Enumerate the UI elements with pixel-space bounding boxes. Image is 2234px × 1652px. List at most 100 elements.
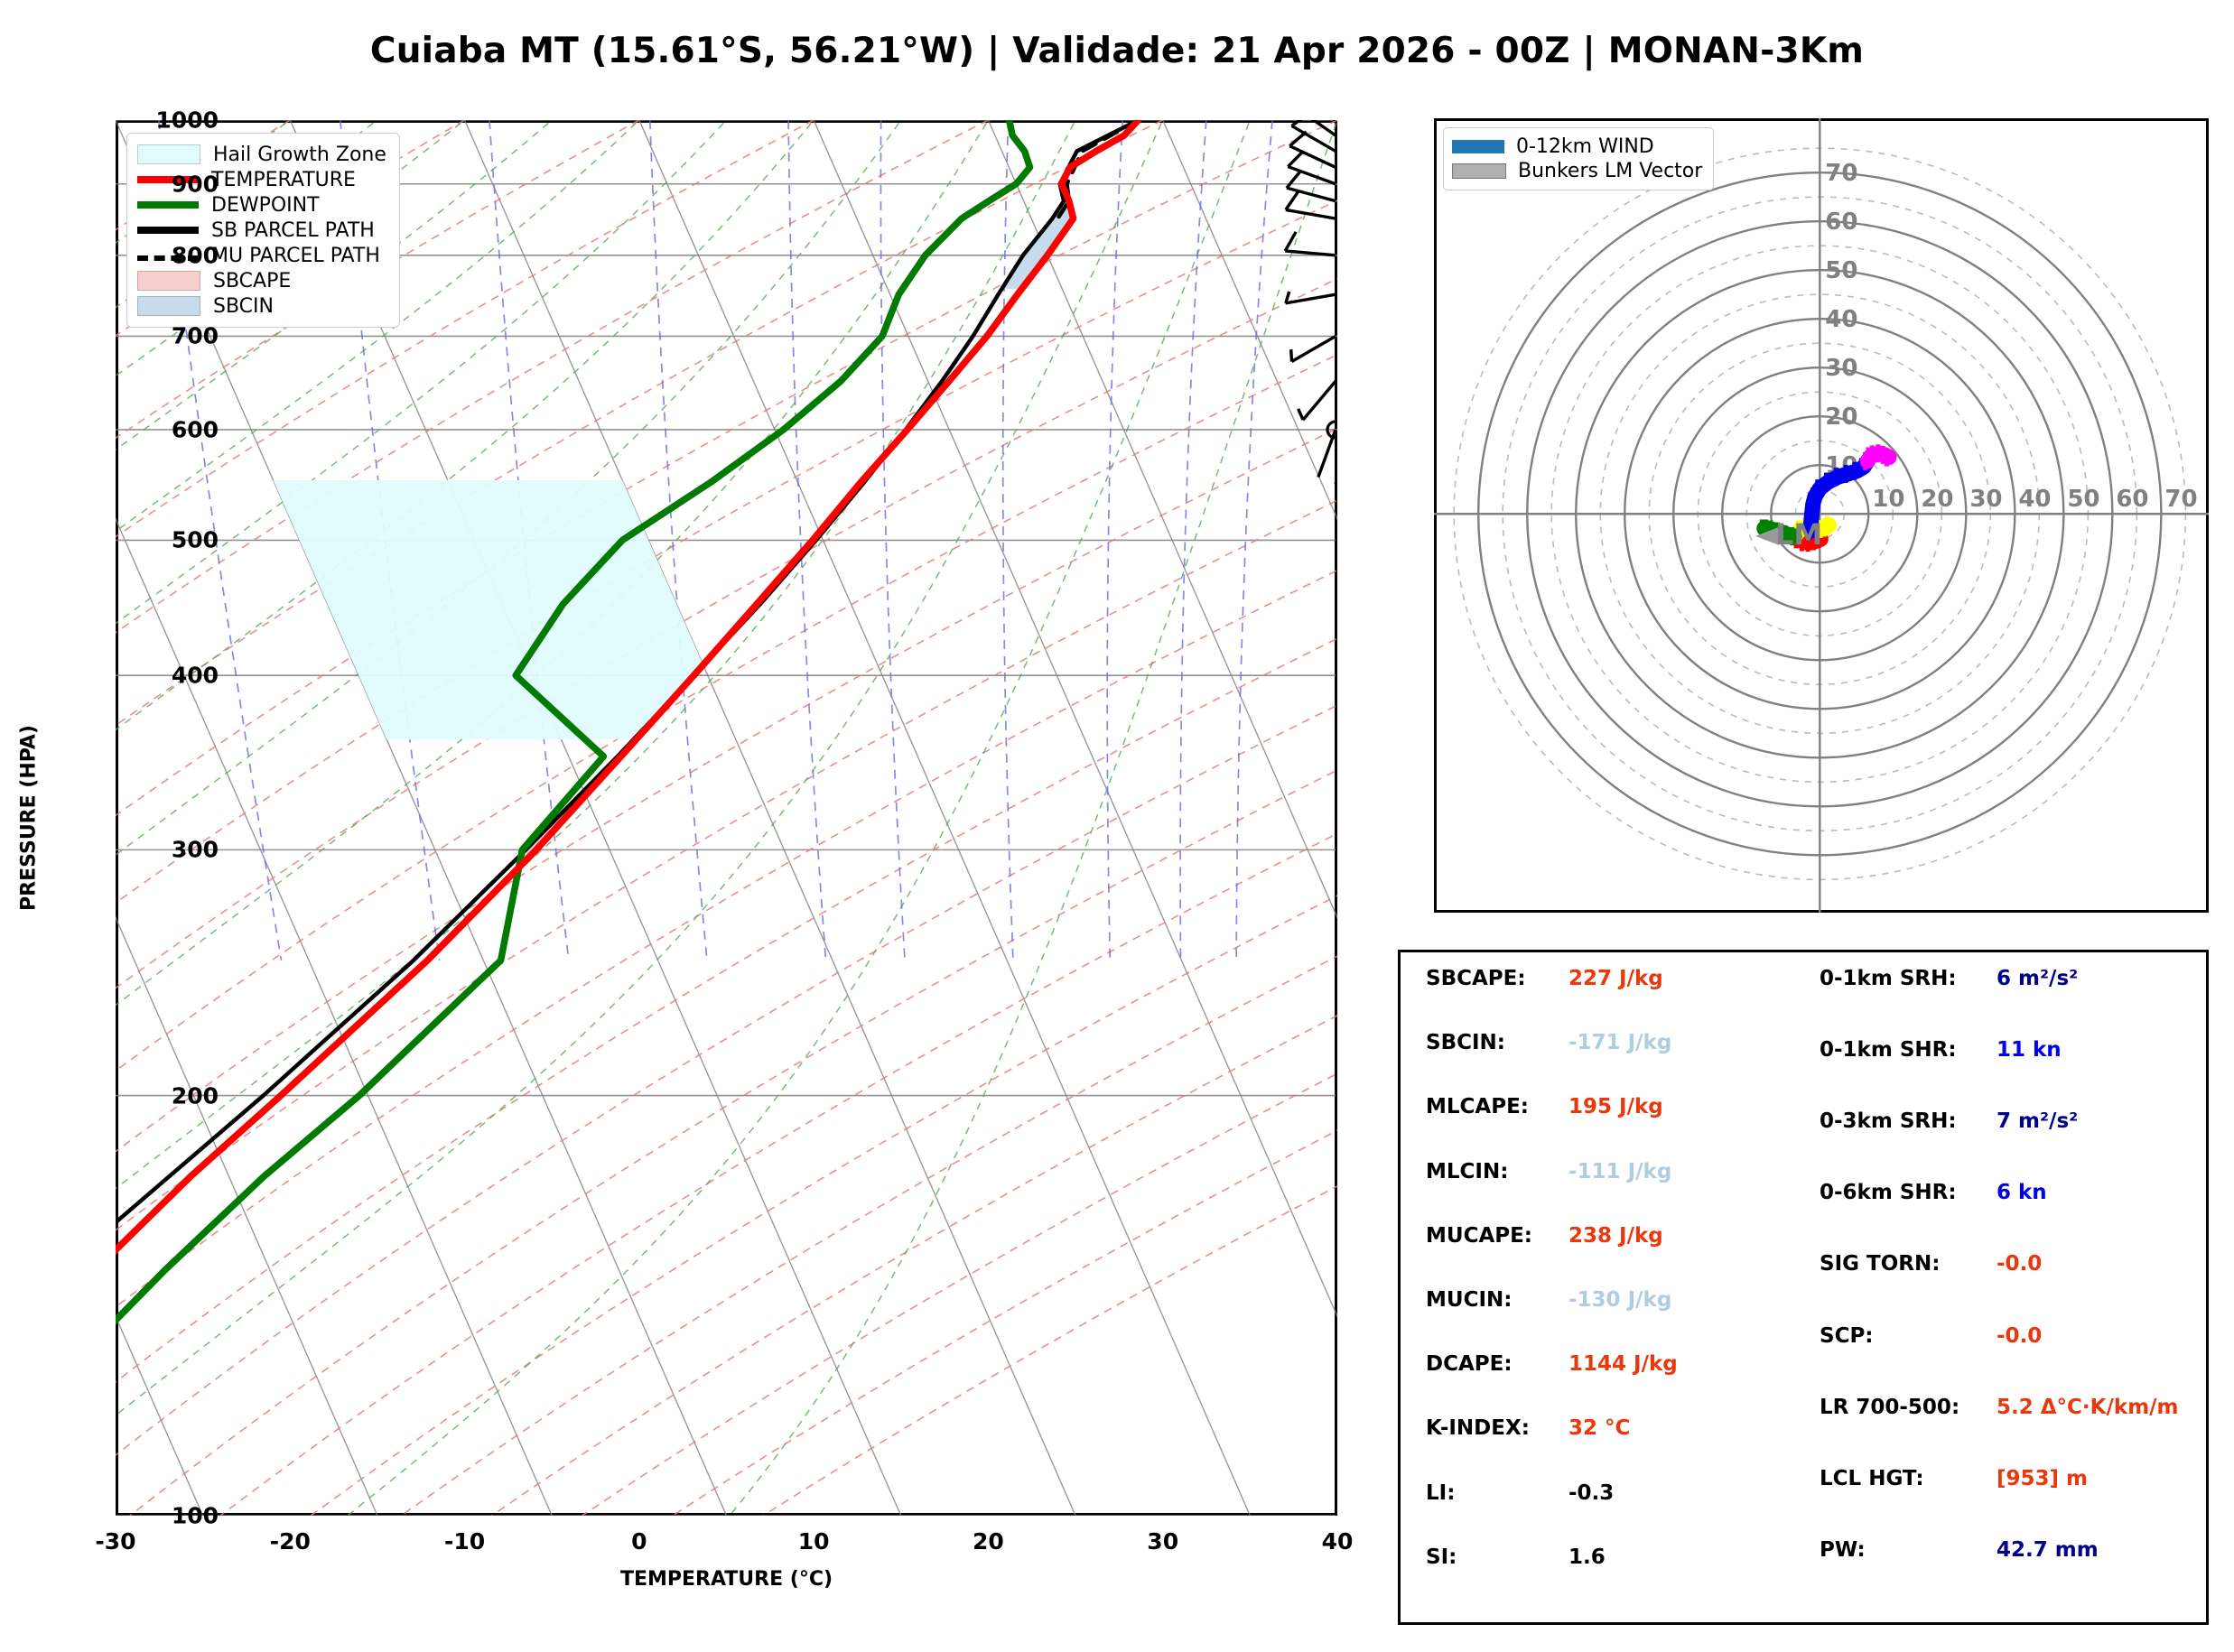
parameter-label: LCL HGT: (1820, 1466, 1924, 1490)
svg-text:70: 70 (2164, 486, 2197, 513)
legend-label: Bunkers LM Vector (1518, 160, 1703, 182)
parameter-value: 7 m²/s² (1997, 1109, 2079, 1134)
temperature-tick-label: -10 (443, 1528, 486, 1555)
legend-swatch (137, 227, 199, 234)
parameter-value: 32 °C (1568, 1416, 1631, 1441)
yaxis-title: PRESSURE (HPA) (17, 725, 41, 911)
storm-motion-label: LM (1775, 517, 1822, 552)
legend-swatch (137, 144, 200, 164)
parameter-row: SBCIN: -171 J/kg (1401, 1031, 1803, 1095)
hodograph-plot-frame (1434, 118, 2209, 913)
pressure-tick-label: 600 (171, 416, 219, 443)
parameter-row: SIG TORN: -0.0 (1803, 1252, 2206, 1323)
pressure-tick-label: 100 (171, 1502, 219, 1529)
parameter-label: 0-1km SHR: (1820, 1038, 1957, 1063)
svg-text:30: 30 (1969, 486, 2002, 513)
legend-swatch (137, 176, 199, 183)
temperature-tick-label: 20 (973, 1528, 1004, 1555)
svg-text:40: 40 (2018, 486, 2051, 513)
parameter-value: 6 kn (1997, 1181, 2047, 1205)
parameter-row: K-INDEX: 32 °C (1401, 1416, 1803, 1480)
svg-text:30: 30 (1825, 355, 1857, 382)
parameter-value: 42.7 mm (1997, 1537, 2099, 1562)
svg-text:20: 20 (1921, 486, 1953, 513)
parameter-row: MLCIN: -111 J/kg (1401, 1160, 1803, 1224)
legend-item: SBCIN (137, 293, 386, 319)
parameter-label: SBCIN: (1426, 1031, 1505, 1055)
parameter-row: 0-1km SRH: 6 m²/s² (1803, 967, 2206, 1038)
svg-text:50: 50 (1825, 257, 1857, 284)
parameter-label: MLCIN: (1426, 1159, 1509, 1183)
parameter-row: LI: -0.3 (1401, 1481, 1803, 1545)
skewt-diagram (116, 120, 1337, 1516)
legend-swatch (1452, 163, 1506, 179)
hodograph-panel: 10 20 30 40 50 60 70 10 20 30 40 50 60 70 LM 0-12km WI… (1434, 118, 2209, 913)
legend-label: SBCAPE (213, 269, 292, 292)
temperature-tick-label: 30 (1147, 1528, 1179, 1555)
legend-label: Hail Growth Zone (213, 143, 386, 166)
parameter-value: [953] m (1997, 1466, 2089, 1490)
parameter-label: 0-3km SRH: (1820, 1109, 1957, 1134)
legend-label: SBCIN (213, 294, 274, 318)
parameter-label: DCAPE: (1426, 1352, 1513, 1377)
parameter-row: SI: 1.6 (1401, 1545, 1803, 1610)
svg-text:40: 40 (1825, 306, 1857, 333)
temperature-tick-label: 10 (797, 1528, 830, 1555)
parameter-label: LR 700-500: (1820, 1395, 1960, 1419)
parameter-label: K-INDEX: (1426, 1416, 1530, 1441)
legend-swatch (137, 255, 199, 261)
parameters-panel: SBCAPE: 227 J/kg SBCIN: -171 J/kg MLCAPE: 195… (1398, 950, 2209, 1625)
legend-swatch (1452, 140, 1504, 153)
parameter-row: 0-6km SHR: 6 kn (1803, 1181, 2206, 1252)
parameter-row: MLCAPE: 195 J/kg (1401, 1095, 1803, 1159)
parameter-label: SIG TORN: (1820, 1252, 1941, 1276)
parameter-label: 0-6km SHR: (1820, 1181, 1957, 1205)
legend-swatch (137, 296, 200, 316)
parameter-value: -130 J/kg (1568, 1288, 1672, 1312)
legend-item: Bunkers LM Vector (1452, 159, 1702, 183)
parameter-label: SI: (1426, 1545, 1457, 1569)
legend-item: TEMPERATURE (137, 167, 386, 192)
parameter-value: -0.0 (1997, 1252, 2043, 1276)
legend-item: SBCAPE (137, 268, 386, 293)
parameter-value: 11 kn (1997, 1038, 2062, 1063)
pressure-tick-label: 1000 (155, 107, 219, 134)
parameter-label: MUCIN: (1426, 1288, 1513, 1312)
parameter-value: 1.6 (1568, 1545, 1606, 1569)
parameter-row: MUCIN: -130 J/kg (1401, 1288, 1803, 1352)
legend-item: SB PARCEL PATH (137, 218, 386, 243)
parameter-label: SBCAPE: (1426, 966, 1526, 990)
parameter-row: MUCAPE: 238 J/kg (1401, 1224, 1803, 1288)
parameter-value: -0.0 (1997, 1323, 2043, 1348)
hodograph-legend: 0-12km WIND Bunkers LM Vector (1443, 127, 1715, 190)
legend-label: SB PARCEL PATH (211, 218, 375, 242)
parameter-label: PW: (1820, 1537, 1866, 1562)
svg-text:20: 20 (1825, 404, 1857, 431)
legend-label: DEWPOINT (211, 193, 320, 217)
parameter-value: 1144 J/kg (1568, 1352, 1678, 1377)
parameter-label: LI: (1426, 1480, 1456, 1505)
parameter-row: SCP: -0.0 (1803, 1324, 2206, 1396)
svg-text:10: 10 (1872, 486, 1904, 513)
parameter-value: 5.2 Δ°C·K/km/m (1997, 1395, 2179, 1419)
page-title: Cuiaba MT (15.61°S, 56.21°W) | Validade:… (369, 31, 1865, 71)
parameter-value: -111 J/kg (1568, 1159, 1672, 1183)
temperature-tick-label: 0 (631, 1528, 647, 1555)
parameter-value: 238 J/kg (1568, 1223, 1663, 1248)
temperature-tick-label: -20 (269, 1528, 311, 1555)
parameter-row: LCL HGT: [953] m (1803, 1467, 2206, 1538)
parameter-row: 0-1km SHR: 11 kn (1803, 1038, 2206, 1109)
legend-label: TEMPERATURE (211, 168, 356, 191)
parameter-label: 0-1km SRH: (1820, 967, 1957, 990)
legend-swatch (137, 271, 200, 291)
legend-label: 0-12km WIND (1516, 135, 1654, 158)
parameter-row: SBCAPE: 227 J/kg (1401, 967, 1803, 1031)
parameter-value: 227 J/kg (1568, 966, 1663, 990)
parameters-column-right: 0-1km SRH: 6 m²/s² 0-1km SHR: 11 kn 0-3km SR… (1803, 952, 2206, 1622)
parameter-row: LR 700-500: 5.2 Δ°C·K/km/m (1803, 1396, 2206, 1467)
pressure-tick-label: 800 (171, 242, 219, 269)
pressure-tick-label: 900 (171, 171, 219, 198)
pressure-tick-label: 200 (171, 1082, 219, 1109)
pressure-tick-label: 400 (171, 662, 219, 689)
